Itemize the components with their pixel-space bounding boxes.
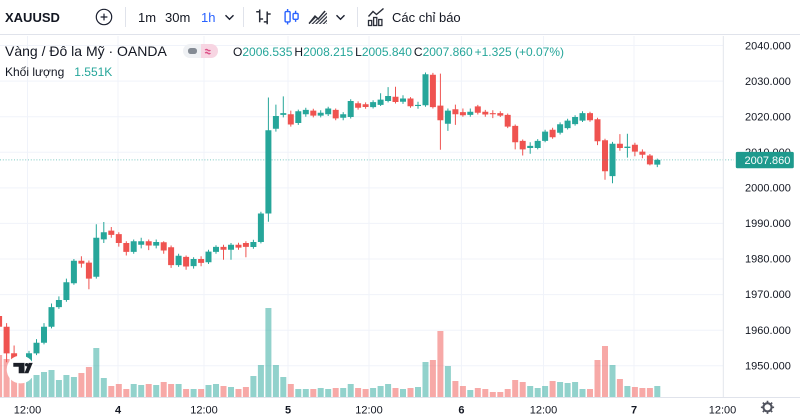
svg-text:7: 7	[631, 405, 637, 417]
svg-text:2020.000: 2020.000	[745, 112, 791, 124]
svg-text:4: 4	[115, 405, 122, 417]
svg-text:1960.000: 1960.000	[745, 325, 791, 337]
svg-text:1950.000: 1950.000	[745, 360, 791, 372]
svg-text:12:00: 12:00	[14, 405, 42, 417]
svg-text:2040.000: 2040.000	[745, 41, 791, 53]
svg-text:12:00: 12:00	[190, 405, 218, 417]
svg-text:5: 5	[285, 405, 291, 417]
svg-text:12:00: 12:00	[355, 405, 383, 417]
svg-text:2000.000: 2000.000	[745, 183, 791, 195]
svg-text:2030.000: 2030.000	[745, 76, 791, 88]
svg-text:2007.860: 2007.860	[745, 155, 791, 167]
svg-text:1990.000: 1990.000	[745, 218, 791, 230]
svg-text:1980.000: 1980.000	[745, 254, 791, 266]
svg-text:12:00: 12:00	[530, 405, 558, 417]
svg-text:12:00: 12:00	[709, 405, 737, 417]
svg-text:1970.000: 1970.000	[745, 289, 791, 301]
svg-text:6: 6	[458, 405, 464, 417]
